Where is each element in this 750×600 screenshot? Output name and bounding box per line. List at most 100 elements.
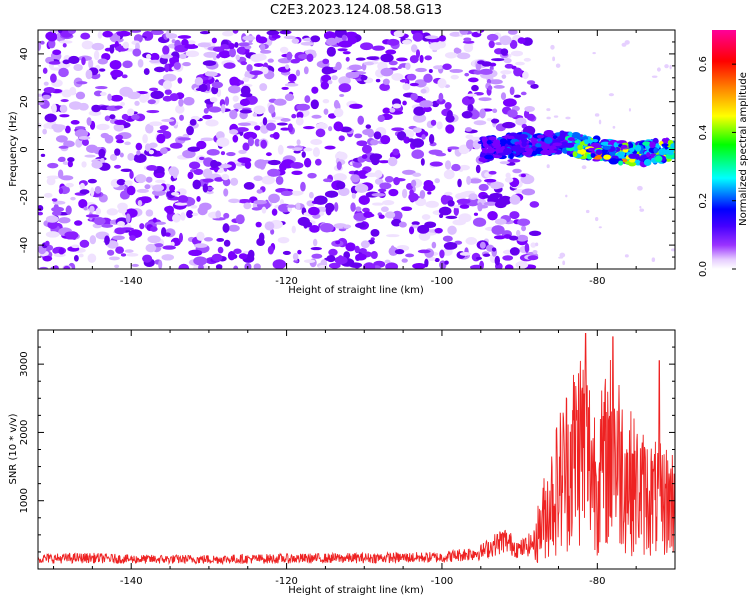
spectrogram-noise-mark — [243, 182, 255, 190]
spectrogram-noise-mark — [323, 108, 329, 115]
spectrogram-noise-mark — [286, 204, 296, 208]
spectrogram-signal-mark — [481, 136, 488, 143]
spectrogram-noise-mark — [507, 158, 521, 163]
spectrogram-signal-mark — [590, 153, 596, 158]
spectrogram-noise-mark — [80, 32, 91, 40]
spectrogram-noise-mark — [371, 202, 384, 206]
spectrogram-noise-mark — [388, 246, 399, 256]
spectrogram-noise-mark — [621, 42, 627, 47]
spectrogram-noise-mark — [232, 30, 239, 34]
spectrogram-noise-mark — [126, 185, 136, 196]
spectrogram-noise-mark — [139, 223, 145, 230]
spectrogram-noise-mark — [253, 105, 266, 115]
spectrogram-noise-mark — [267, 245, 274, 255]
spectrogram-noise-mark — [656, 67, 661, 72]
spectrogram-noise-mark — [358, 195, 370, 205]
spectrogram-noise-mark — [501, 74, 507, 79]
spectrogram-noise-mark — [199, 31, 211, 35]
spectrogram-noise-mark — [315, 128, 326, 138]
spectrogram-noise-mark — [484, 178, 497, 183]
spectrogram-noise-mark — [127, 91, 141, 100]
spectrogram-noise-mark — [321, 74, 332, 83]
spectrogram-noise-mark — [487, 85, 493, 91]
spectrogram-noise-mark — [253, 263, 261, 269]
spectrogram-signal-mark — [583, 139, 590, 145]
spectrogram-noise-mark — [172, 173, 178, 179]
spectrogram-noise-mark — [401, 258, 408, 263]
spectrogram-noise-mark — [385, 262, 399, 269]
spectrogram-noise-mark — [196, 195, 201, 202]
spectrogram-noise-mark — [48, 61, 61, 65]
spectrogram-noise-mark — [216, 137, 230, 148]
spectrogram-noise-mark — [127, 108, 135, 116]
spectrogram-noise-mark — [465, 197, 480, 207]
spectrogram-noise-mark — [39, 40, 45, 45]
spectrogram-noise-mark — [87, 253, 97, 263]
snr-ytick-label: 3000 — [19, 351, 30, 376]
spectrogram-noise-mark — [338, 83, 352, 93]
snr-ytick-label: 1000 — [19, 488, 30, 513]
spectrogram-noise-mark — [365, 124, 372, 129]
spectrogram-signal-mark — [577, 144, 583, 151]
spectrogram-signal-mark — [621, 144, 628, 149]
spectrogram-noise-mark — [493, 85, 505, 89]
snr-ytick-label: 2000 — [19, 420, 30, 445]
spectrogram-noise-mark — [397, 66, 402, 70]
spectrogram-noise-mark — [384, 211, 396, 219]
spectrogram-ylabel: Frequency (Hz) — [8, 111, 19, 187]
spectrogram-noise-mark — [93, 50, 100, 61]
spectrogram-noise-mark — [145, 123, 154, 134]
spectrogram-noise-mark — [370, 250, 378, 260]
spectrogram-noise-mark — [521, 188, 536, 196]
spectrogram-noise-mark — [156, 129, 167, 134]
spectrogram-signal-mark — [571, 131, 581, 139]
spectrogram-noise-mark — [504, 177, 514, 183]
spectrogram-noise-mark — [196, 231, 205, 241]
spectrogram-noise-mark — [336, 161, 342, 171]
spectrogram-noise-mark — [110, 69, 124, 78]
spectrogram-noise-mark — [487, 210, 498, 221]
spectrogram-noise-mark — [114, 227, 126, 235]
spectrogram-noise-mark — [558, 256, 564, 259]
spectrogram-noise-mark — [312, 238, 318, 247]
spectrogram-noise-mark — [341, 34, 347, 41]
spectrogram-noise-mark — [107, 93, 112, 101]
spectrogram-noise-mark — [137, 58, 144, 68]
spectrogram-noise-mark — [380, 53, 394, 63]
spectrogram-noise-mark — [379, 83, 390, 91]
spectrogram-noise-mark — [307, 172, 317, 179]
spectrogram-noise-mark — [62, 161, 69, 165]
spectrogram-noise-mark — [259, 43, 266, 52]
spectrogram-noise-mark — [301, 151, 306, 158]
spectrogram-signal-mark — [654, 155, 663, 162]
spectrogram-noise-mark — [169, 184, 176, 192]
spectrogram-noise-mark — [162, 45, 170, 55]
spectrogram-noise-mark — [434, 227, 443, 234]
spectrogram-signal-mark — [478, 157, 486, 162]
spectrogram-noise-mark — [206, 149, 220, 156]
spectrogram-noise-mark — [378, 160, 390, 164]
spectrogram-noise-mark — [203, 237, 213, 242]
spectrogram-noise-mark — [297, 249, 302, 255]
spectrogram-noise-mark — [465, 237, 478, 245]
spectrogram-noise-mark — [109, 114, 116, 120]
spectrogram-noise-mark — [595, 216, 599, 222]
spectrogram-noise-mark — [438, 213, 444, 219]
spectrogram-noise-mark — [449, 31, 462, 37]
spectrogram-noise-mark — [411, 44, 418, 53]
spectrogram-noise-mark — [93, 217, 106, 226]
spectrogram-noise-mark — [494, 218, 507, 225]
spectrogram-noise-mark — [598, 226, 602, 229]
spectrogram-noise-mark — [68, 55, 80, 64]
spectrogram-noise-mark — [412, 113, 427, 123]
spectrogram-signal-mark — [661, 143, 669, 147]
spectrogram-noise-mark — [38, 41, 42, 51]
spectrogram-noise-mark — [42, 128, 47, 135]
spectrogram-noise-mark — [173, 61, 181, 70]
spectrogram-noise-mark — [101, 223, 114, 228]
spectrogram-noise-mark — [267, 168, 281, 177]
spectrogram-noise-mark — [159, 125, 169, 131]
spectrogram-noise-mark — [153, 66, 166, 73]
spectrogram-noise-mark — [270, 228, 275, 235]
spectrogram-ytick-label: 20 — [19, 95, 30, 108]
